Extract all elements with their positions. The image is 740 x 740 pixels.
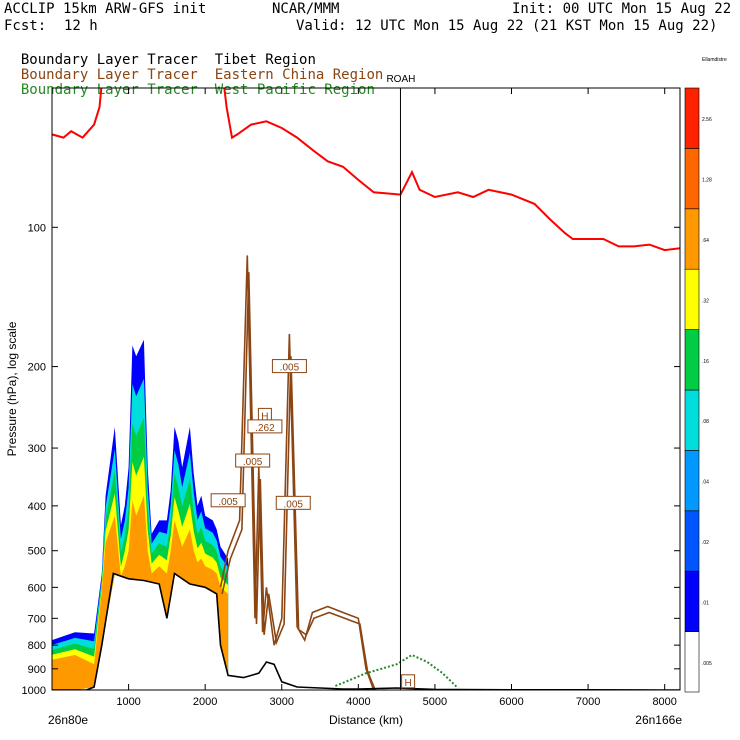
y-tick-label: 400	[28, 501, 46, 513]
contour-label-2: .262	[255, 423, 275, 434]
colorbar-segment	[684, 148, 700, 210]
terrain-line	[52, 572, 680, 690]
west-pacific-tracer-outline	[335, 653, 459, 689]
contour-label-6: H	[405, 678, 412, 689]
colorbar-segment	[684, 450, 700, 512]
tracer-region: Eastern China Region	[214, 67, 384, 83]
x-tick-label: 7000	[576, 696, 600, 708]
y-tick-label: 800	[28, 640, 46, 652]
tracer-band-1.28	[52, 495, 229, 690]
tracer-legend-west-pacific: Boundary Layer Tracer West Pacific Regio…	[4, 66, 375, 98]
contour-label-box-0	[271, 359, 307, 374]
fcst-value: 12 h	[64, 18, 98, 34]
y-tick-label: 500	[28, 546, 46, 558]
y-tick-label: 300	[28, 443, 46, 455]
contour-label-0: .005	[280, 363, 300, 374]
colorbar-segment	[684, 208, 700, 270]
init-time: Init: 00 UTC Mon 15 Aug 22	[512, 1, 732, 17]
plot-frame	[51, 87, 681, 691]
colorbar-segment	[684, 510, 700, 572]
y-axis-label: Pressure (hPa), log scale	[5, 321, 19, 456]
colorbar-label: Ellamdistre	[702, 57, 727, 63]
org-label: NCAR/MMM	[272, 1, 340, 17]
contour-label-box-6	[401, 674, 416, 689]
plot-area	[52, 88, 680, 690]
x-tick-label: 5000	[423, 696, 447, 708]
colorbar-segment	[684, 87, 700, 149]
contour-label-box-4	[210, 493, 246, 508]
colorbar-label: 2.56	[702, 117, 712, 123]
tracer-name: Boundary Layer Tracer	[20, 52, 198, 68]
y-tick-label: 900	[28, 664, 46, 676]
colorbar-segment	[684, 268, 700, 330]
y-tick-label: 1000	[22, 685, 46, 697]
contour-label-1: H	[261, 411, 268, 422]
model-line: ACCLIP 15km ARW-GFS init	[4, 1, 207, 17]
station-label: ROAH	[386, 74, 415, 85]
tracer-legend-eastern-china: Boundary Layer Tracer Eastern China Regi…	[4, 51, 383, 83]
end-location-label: 26n166e	[635, 713, 682, 727]
colorbar-label: 1.28	[702, 178, 712, 184]
colorbar-label: .64	[702, 238, 709, 244]
x-tick-label: 8000	[652, 696, 676, 708]
contour-label-box-3	[235, 453, 271, 468]
x-tick-label: 1000	[116, 696, 140, 708]
contour-label-box-5	[275, 495, 311, 510]
x-axis-label: Distance (km)	[329, 713, 403, 727]
tropopause-line	[52, 88, 680, 252]
colorbar-segment	[684, 631, 700, 693]
y-tick-label: 600	[28, 582, 46, 594]
colorbar-label: .04	[702, 480, 709, 486]
colorbar-segment	[684, 389, 700, 451]
contour-label-5: .005	[284, 499, 304, 510]
colorbar-label: .16	[702, 359, 709, 365]
eastern-china-contour-0	[219, 255, 375, 690]
colorbar-segment	[684, 570, 700, 632]
x-tick-label: 4000	[346, 696, 370, 708]
x-tick-label: 3000	[270, 696, 294, 708]
start-location-label: 26n80e	[48, 713, 88, 727]
colorbar-label: .005	[702, 661, 712, 667]
y-tick-label: 700	[28, 613, 46, 625]
x-tick-label: 6000	[499, 696, 523, 708]
tracer-name: Boundary Layer Tracer	[20, 67, 198, 83]
fcst-label: Fcst:	[4, 18, 47, 34]
y-tick-label: 100	[28, 222, 46, 234]
colorbar-label: .08	[702, 419, 709, 425]
colorbar-label: .02	[702, 540, 709, 546]
tracer-region: West Pacific Region	[214, 82, 375, 98]
x-tick-label: 2000	[193, 696, 217, 708]
eastern-china-contour-1	[221, 272, 376, 690]
valid-time: Valid: 12 UTC Mon 15 Aug 22 (21 KST Mon …	[296, 18, 718, 34]
y-tick-label: 200	[28, 362, 46, 374]
colorbar-segment	[684, 329, 700, 391]
contour-label-3: .005	[243, 457, 263, 468]
tracer-legend-tibet: Boundary Layer Tracer Tibet Region	[4, 36, 316, 68]
tracer-region: Tibet Region	[214, 52, 316, 68]
colorbar-label: .01	[702, 600, 709, 606]
contour-label-box-2	[247, 419, 283, 434]
contour-label-4: .005	[218, 497, 238, 508]
colorbar-label: .32	[702, 298, 709, 304]
